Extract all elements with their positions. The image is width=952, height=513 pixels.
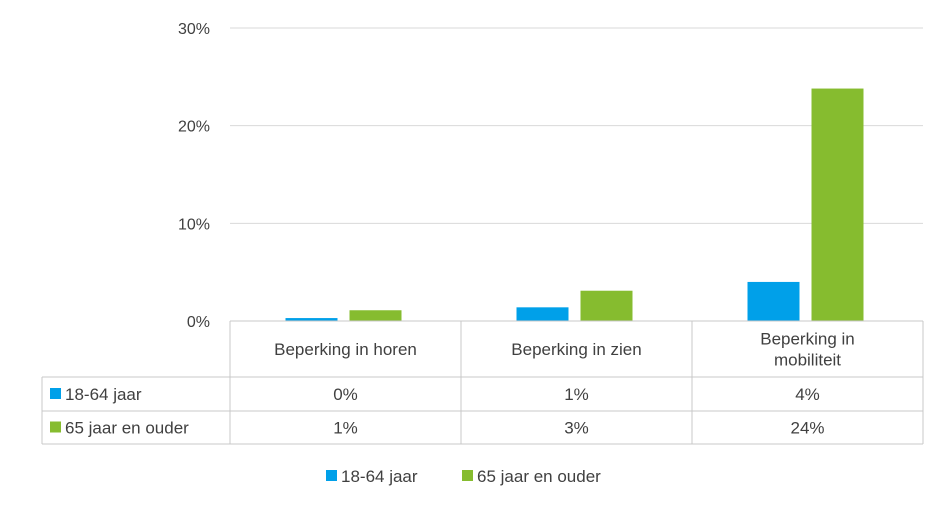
y-tick-label: 10% [178,216,210,233]
bar-series2 [811,88,864,321]
data-label: 3% [564,419,589,438]
data-table: Beperking in horen Beperking in zien Beper… [41,320,924,445]
series-name: 18-64 jaar [65,385,142,404]
data-label: 24% [790,419,824,438]
y-axis-ticks: 0% 10% 20% 30% [178,21,210,331]
bar-series1 [747,281,800,321]
category-label: Beperking in [760,330,855,349]
data-label: 1% [564,385,589,404]
legend-swatch [462,470,473,481]
legend: 18-64 jaar 65 jaar en ouder [326,467,601,486]
data-label: 1% [333,419,358,438]
legend-key-swatch [50,388,61,399]
legend-key-swatch [50,421,61,433]
data-label: 4% [795,385,820,404]
legend-swatch [326,470,337,481]
series-name: 65 jaar en ouder [65,419,189,438]
bars [285,88,864,321]
y-tick-label: 30% [178,21,210,38]
category-label: mobiliteit [774,351,841,370]
data-label: 0% [333,385,358,404]
y-tick-label: 0% [187,314,210,331]
legend-label: 18-64 jaar [341,467,418,486]
bar-series1 [285,318,338,321]
bar-series2 [580,290,633,321]
y-tick-label: 20% [178,119,210,136]
category-label: Beperking in horen [274,340,417,359]
category-label: Beperking in zien [511,340,641,359]
bar-series2 [349,310,402,321]
legend-label: 65 jaar en ouder [477,467,601,486]
bar-series1 [516,307,569,321]
